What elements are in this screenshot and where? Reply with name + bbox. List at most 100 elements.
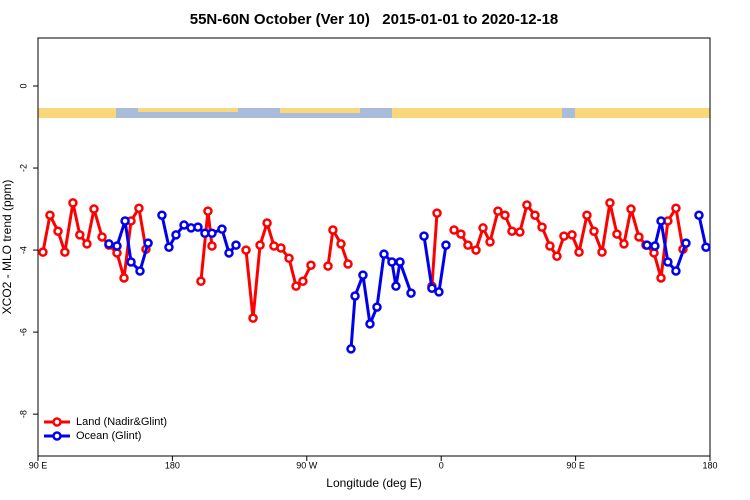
data-point: [449, 225, 459, 235]
data-point: [619, 239, 629, 249]
data-point: [372, 302, 382, 312]
data-point: [224, 248, 234, 258]
data-point: [365, 319, 375, 329]
data-point: [323, 261, 333, 271]
data-point: [104, 239, 114, 249]
data-point: [82, 239, 92, 249]
data-point: [671, 266, 681, 276]
data-point: [350, 291, 360, 301]
data-point: [343, 259, 353, 269]
data-point: [537, 222, 547, 232]
data-point: [663, 257, 673, 267]
data-point: [262, 218, 272, 228]
x-tick-label: 90 W: [296, 460, 318, 470]
data-point: [306, 260, 316, 271]
data-point: [432, 208, 442, 218]
data-point: [463, 240, 473, 250]
data-point: [456, 229, 466, 239]
data-point: [255, 240, 265, 250]
data-point: [681, 238, 691, 248]
data-point: [291, 281, 301, 291]
data-point: [515, 227, 525, 237]
data-point: [582, 210, 592, 220]
data-point: [507, 226, 517, 236]
data-point: [89, 204, 99, 214]
data-point: [701, 242, 711, 252]
data-point: [485, 237, 495, 247]
data-point: [656, 216, 666, 226]
data-point: [203, 206, 213, 216]
data-point: [38, 247, 48, 257]
x-tick-label: 180: [702, 460, 717, 470]
data-point: [671, 203, 681, 213]
data-point: [605, 198, 615, 208]
data-point: [171, 230, 181, 240]
legend-marker: [52, 417, 62, 427]
data-point: [567, 230, 577, 240]
data-point: [552, 251, 562, 261]
data-point: [126, 257, 136, 267]
data-point: [45, 210, 55, 220]
data-point: [522, 200, 532, 210]
data-point: [656, 273, 666, 283]
data-point: [207, 228, 217, 239]
data-point: [328, 225, 338, 235]
x-tick-label: 90 E: [29, 460, 48, 470]
plot-frame: [37, 37, 711, 457]
data-point: [406, 288, 416, 298]
land-strip: [38, 108, 116, 118]
data-point: [395, 257, 405, 267]
chart-title: 55N-60N October (Ver 10) 2015-01-01 to 2…: [190, 11, 559, 28]
y-tick-label: -8: [18, 410, 28, 418]
x-tick-label: 90 E: [566, 460, 585, 470]
data-point: [559, 231, 569, 241]
data-point: [478, 223, 488, 233]
data-point: [53, 226, 63, 236]
y-tick-label: -6: [18, 328, 28, 336]
y-tick-label: -2: [18, 164, 28, 172]
land-strip: [392, 108, 562, 118]
data-point: [434, 287, 444, 297]
land-strip: [575, 108, 710, 118]
data-point: [135, 266, 145, 276]
data-point: [493, 206, 503, 216]
data-point: [298, 276, 308, 287]
data-point: [387, 257, 397, 267]
data-point: [231, 240, 241, 250]
data-point: [207, 241, 217, 251]
ocean-strip: [38, 108, 710, 118]
x-tick-label: 0: [439, 460, 444, 470]
data-point: [217, 224, 227, 234]
data-point: [97, 232, 107, 242]
data-point: [248, 313, 258, 323]
land-strip: [280, 108, 360, 113]
data-point: [391, 281, 401, 291]
data-point: [574, 247, 584, 257]
y-axis-label: XCO2 - MLO trend (ppm): [0, 180, 14, 315]
data-point: [143, 238, 153, 248]
data-point: [276, 243, 286, 253]
data-point: [379, 249, 389, 259]
data-point: [241, 245, 251, 255]
data-point: [597, 247, 607, 257]
data-point: [471, 245, 481, 255]
data-point: [358, 270, 368, 280]
data-point: [60, 247, 70, 257]
data-point: [694, 210, 704, 220]
x-tick-label: 180: [165, 460, 180, 470]
data-point: [530, 210, 540, 220]
data-point: [284, 253, 294, 264]
land-strip: [138, 108, 238, 112]
data-point: [193, 222, 203, 232]
data-point: [164, 242, 174, 252]
map-strip: [38, 108, 710, 118]
data-point: [634, 232, 644, 242]
legend-label: Land (Nadir&Glint): [76, 416, 167, 428]
data-point: [545, 241, 555, 251]
data-point: [500, 210, 510, 220]
x-axis-label: Longitude (deg E): [326, 476, 421, 490]
data-point: [626, 204, 636, 214]
data-point: [612, 229, 622, 239]
data-point: [441, 240, 451, 250]
